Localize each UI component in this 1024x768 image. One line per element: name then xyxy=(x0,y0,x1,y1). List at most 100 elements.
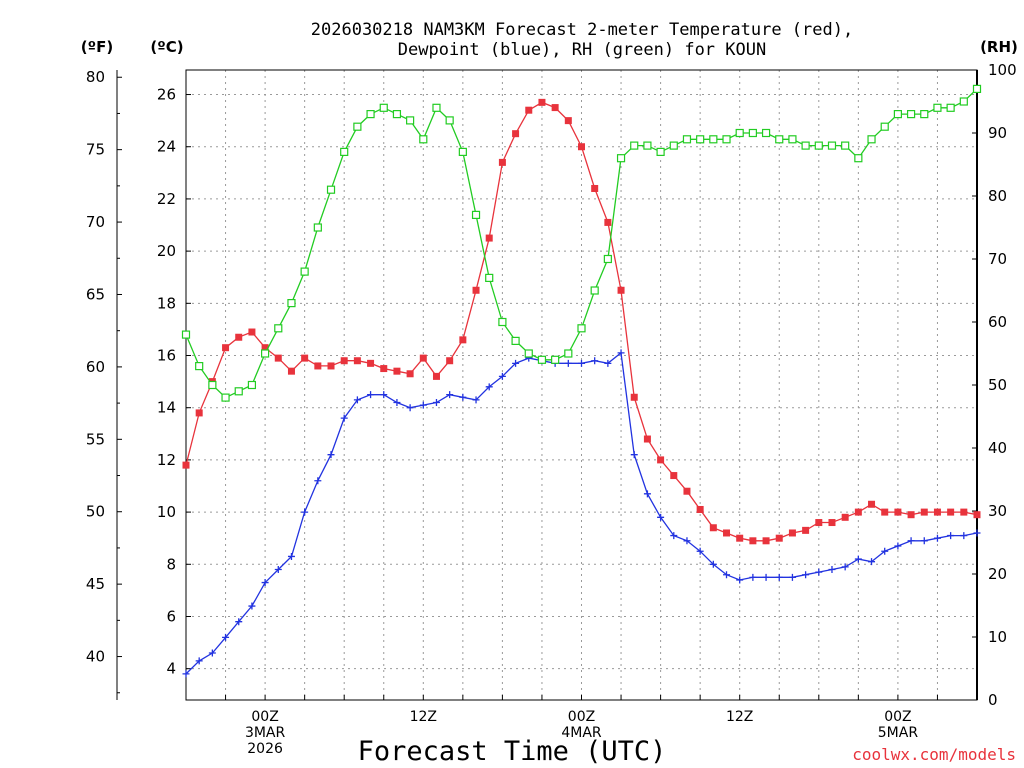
data-point xyxy=(446,357,454,365)
data-point xyxy=(709,560,717,568)
data-point xyxy=(314,477,322,485)
data-point xyxy=(616,154,626,163)
data-point xyxy=(907,537,915,545)
data-point xyxy=(893,109,903,119)
x-axis-title: Forecast Time (UTC) xyxy=(358,736,667,767)
data-point xyxy=(392,109,402,119)
data-point xyxy=(630,141,639,150)
data-point xyxy=(657,513,665,521)
data-point xyxy=(933,508,941,516)
rh-tick-label: 50 xyxy=(988,376,1007,394)
data-point xyxy=(327,362,335,370)
rh-tick-label: 40 xyxy=(988,439,1007,457)
data-point xyxy=(248,328,256,336)
data-point xyxy=(920,109,929,119)
data-point xyxy=(248,602,256,610)
data-point xyxy=(287,367,295,375)
data-point xyxy=(380,391,388,399)
data-point xyxy=(221,393,230,402)
data-point xyxy=(643,490,651,498)
data-point xyxy=(947,508,955,516)
x-tick-label: 5MAR xyxy=(878,725,919,741)
data-point xyxy=(222,633,230,641)
data-point xyxy=(723,571,731,579)
data-point xyxy=(300,267,309,276)
data-point xyxy=(682,135,692,144)
data-point xyxy=(802,571,810,579)
data-point xyxy=(841,513,849,521)
data-point xyxy=(933,534,941,542)
data-point xyxy=(723,529,731,537)
data-point xyxy=(881,508,889,516)
chart-title-line-2: Dewpoint (blue), RH (green) for KOUN xyxy=(398,40,766,60)
data-point xyxy=(960,532,968,540)
fahrenheit-tick-label: 40 xyxy=(86,648,105,666)
data-point xyxy=(867,135,876,144)
data-point xyxy=(195,362,204,371)
x-tick-label: 00Z xyxy=(884,709,911,725)
data-point xyxy=(775,135,784,144)
data-point xyxy=(868,500,876,508)
data-point xyxy=(761,128,771,138)
data-point xyxy=(313,223,322,232)
data-point xyxy=(617,286,625,294)
fahrenheit-tick-label: 60 xyxy=(86,358,105,376)
data-point xyxy=(301,508,309,516)
data-point xyxy=(815,568,823,576)
series-temperature xyxy=(182,98,981,545)
x-tick-label: 3MAR xyxy=(245,725,286,741)
fahrenheit-tick-label: 55 xyxy=(86,430,105,448)
data-point xyxy=(524,349,533,358)
grid-lines xyxy=(186,70,977,700)
data-point xyxy=(340,357,348,365)
data-point xyxy=(828,519,836,527)
celsius-tick-label: 22 xyxy=(157,190,176,208)
x-tick-label: 4MAR xyxy=(561,725,602,741)
data-point xyxy=(643,141,652,150)
data-point xyxy=(195,409,203,417)
data-point xyxy=(775,573,783,581)
data-point xyxy=(181,330,191,339)
data-point xyxy=(459,336,467,344)
data-point xyxy=(538,98,546,106)
data-point xyxy=(432,103,441,112)
fahrenheit-tick-label: 45 xyxy=(86,575,105,593)
data-point xyxy=(749,573,757,581)
fahrenheit-tick-label: 65 xyxy=(86,285,105,303)
data-point xyxy=(802,526,810,534)
data-point xyxy=(208,649,216,657)
data-point xyxy=(894,508,902,516)
data-point xyxy=(827,141,837,150)
data-point xyxy=(683,487,691,495)
data-point xyxy=(854,555,862,563)
data-point xyxy=(564,359,572,367)
data-point xyxy=(419,135,428,144)
data-point xyxy=(235,333,243,341)
data-point xyxy=(788,573,796,581)
data-point xyxy=(353,357,361,365)
chart-title-line-1: 2026030218 NAM3KM Forecast 2-meter Tempe… xyxy=(311,20,853,40)
data-point xyxy=(775,534,783,542)
data-point xyxy=(182,461,190,469)
data-point xyxy=(604,359,612,367)
x-tick-label: 12Z xyxy=(410,709,437,725)
data-point xyxy=(511,336,520,345)
data-point xyxy=(406,116,415,125)
data-point xyxy=(604,218,612,226)
data-point xyxy=(894,542,902,550)
fahrenheit-tick-label: 70 xyxy=(86,213,105,231)
data-point xyxy=(274,566,282,574)
data-point xyxy=(735,128,744,138)
data-point xyxy=(736,534,744,542)
data-point xyxy=(485,234,493,242)
x-tick-label: 00Z xyxy=(568,709,595,725)
data-point xyxy=(459,393,467,401)
celsius-tick-label: 16 xyxy=(157,347,176,365)
data-point xyxy=(353,122,362,131)
data-point xyxy=(564,117,572,125)
data-point xyxy=(630,451,638,459)
celsius-unit-label: (ºC) xyxy=(150,38,183,56)
fahrenheit-tick-label: 50 xyxy=(86,503,105,521)
celsius-tick-label: 4 xyxy=(166,660,176,678)
data-series xyxy=(181,84,982,678)
